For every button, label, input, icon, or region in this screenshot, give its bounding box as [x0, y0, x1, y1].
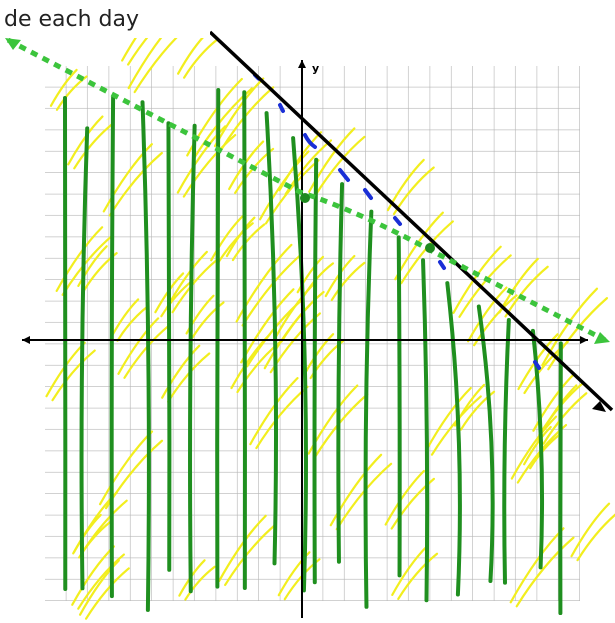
- scribble: [217, 90, 218, 587]
- scribble: [168, 123, 169, 570]
- scribble: [399, 237, 400, 575]
- header-text: de each day: [4, 7, 139, 32]
- scribble: [112, 97, 113, 596]
- scribble: [560, 343, 561, 613]
- page: y de each day (() => { const data = JSON…: [0, 0, 615, 623]
- point: [300, 193, 310, 203]
- scribble: [315, 160, 317, 582]
- graph-screenshot: y de each day: [0, 0, 615, 623]
- point: [425, 243, 435, 253]
- y-axis-label: y: [312, 62, 319, 75]
